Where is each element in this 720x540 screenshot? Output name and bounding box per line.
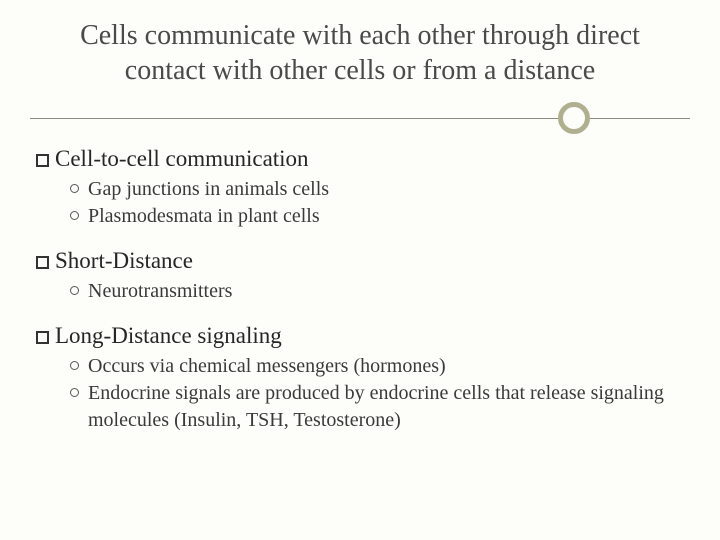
section: Short-Distance Neurotransmitters <box>36 248 690 305</box>
square-bullet-icon <box>36 331 49 344</box>
slide: Cells communicate with each other throug… <box>0 0 720 540</box>
circle-bullet-icon <box>70 286 79 295</box>
list-item: Plasmodesmata in plant cells <box>70 203 690 230</box>
circle-bullet-icon <box>70 211 79 220</box>
section-heading: Cell-to-cell communication <box>36 146 690 172</box>
heading-text: Short-Distance <box>55 248 193 274</box>
divider <box>30 102 690 136</box>
item-text: Neurotransmitters <box>88 278 690 305</box>
section-heading: Short-Distance <box>36 248 690 274</box>
sub-list: Gap junctions in animals cells Plasmodes… <box>36 176 690 230</box>
item-text: Plasmodesmata in plant cells <box>88 203 690 230</box>
section: Long-Distance signaling Occurs via chemi… <box>36 323 690 434</box>
square-bullet-icon <box>36 154 49 167</box>
item-text: Endocrine signals are produced by endocr… <box>88 380 690 434</box>
content: Cell-to-cell communication Gap junctions… <box>30 146 690 434</box>
circle-bullet-icon <box>70 361 79 370</box>
list-item: Gap junctions in animals cells <box>70 176 690 203</box>
heading-text: Cell-to-cell communication <box>55 146 309 172</box>
square-bullet-icon <box>36 256 49 269</box>
divider-line <box>30 118 690 119</box>
section: Cell-to-cell communication Gap junctions… <box>36 146 690 230</box>
title-wrap: Cells communicate with each other throug… <box>30 18 690 98</box>
heading-text: Long-Distance signaling <box>55 323 282 349</box>
list-item: Endocrine signals are produced by endocr… <box>70 380 690 434</box>
section-heading: Long-Distance signaling <box>36 323 690 349</box>
item-text: Gap junctions in animals cells <box>88 176 690 203</box>
slide-title: Cells communicate with each other throug… <box>40 18 680 88</box>
list-item: Neurotransmitters <box>70 278 690 305</box>
divider-ring-icon <box>558 102 590 134</box>
circle-bullet-icon <box>70 184 79 193</box>
sub-list: Occurs via chemical messengers (hormones… <box>36 353 690 434</box>
circle-bullet-icon <box>70 388 79 397</box>
list-item: Occurs via chemical messengers (hormones… <box>70 353 690 380</box>
item-text: Occurs via chemical messengers (hormones… <box>88 353 690 380</box>
sub-list: Neurotransmitters <box>36 278 690 305</box>
